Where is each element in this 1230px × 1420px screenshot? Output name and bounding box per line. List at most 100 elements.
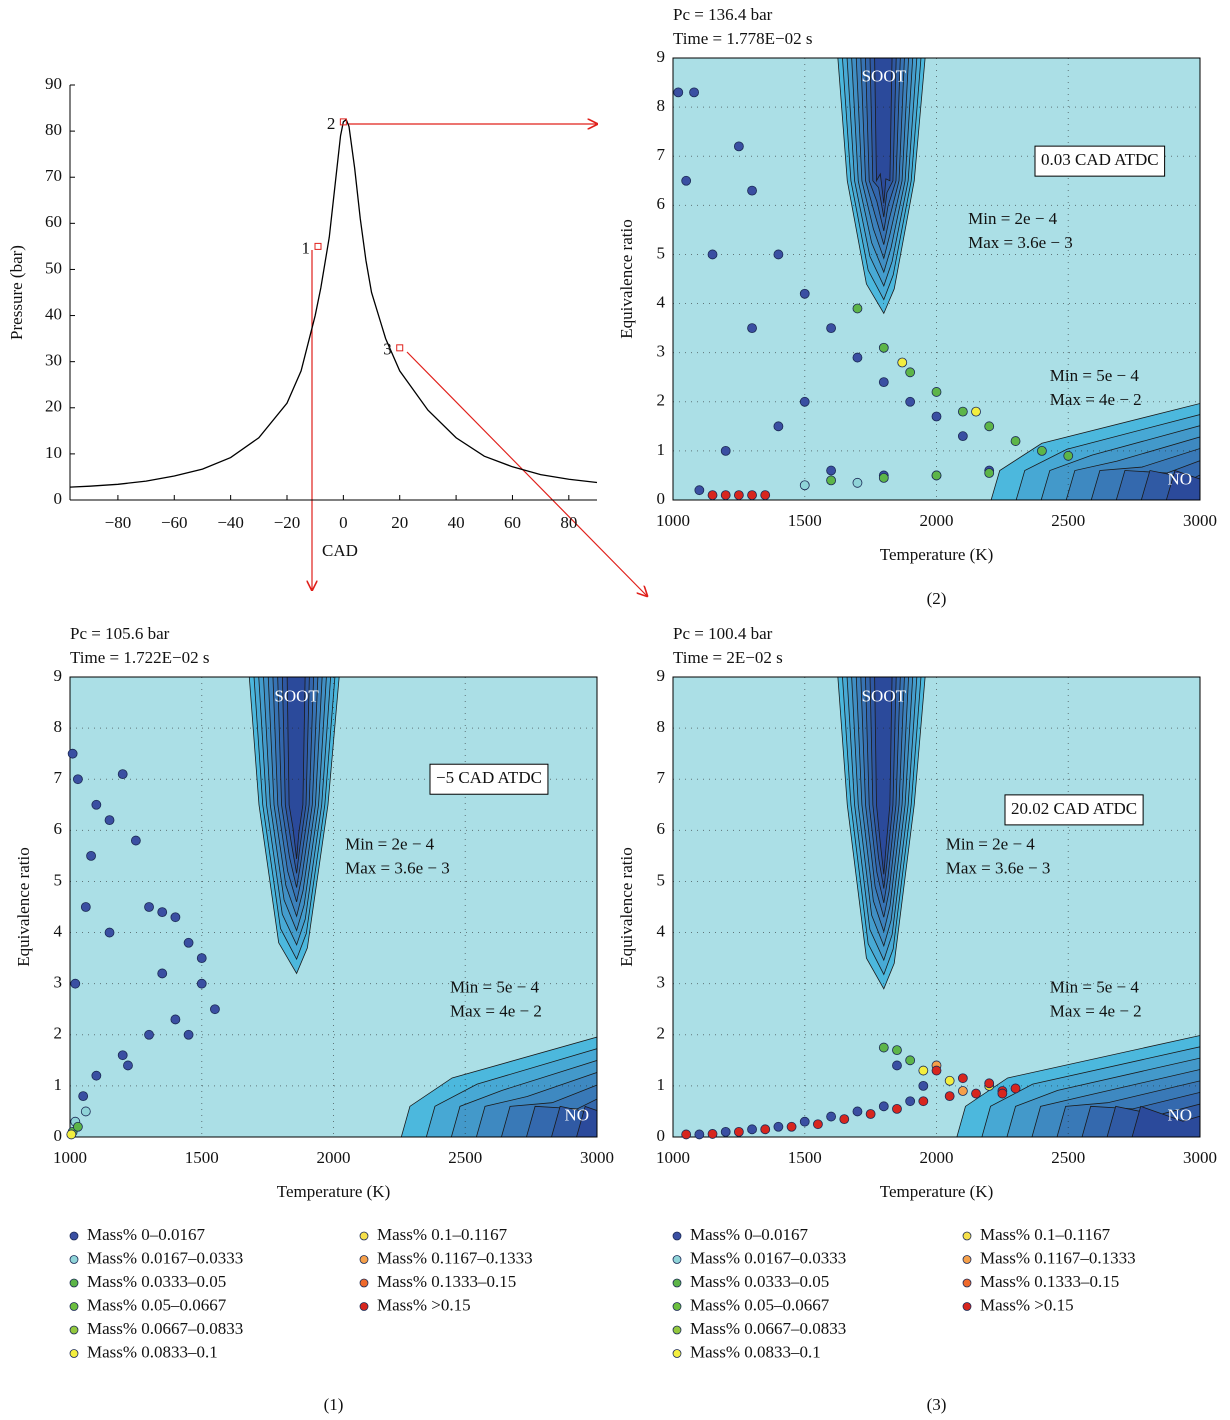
legend-swatch	[69, 1325, 79, 1335]
scatter-point	[984, 1078, 995, 1089]
soot-range: Min = 2e − 4	[968, 209, 1058, 228]
scatter-point	[157, 907, 168, 918]
scatter-point	[196, 978, 207, 989]
y-tick-label: 90	[45, 74, 62, 93]
legend-label: Mass% 0.1167–0.1333	[980, 1248, 1136, 1267]
x-tick-label: 3000	[1183, 1148, 1217, 1167]
scatter-point	[957, 406, 968, 417]
scatter-point	[799, 396, 810, 407]
scatter-point	[681, 175, 692, 186]
legend-label: Mass% 0–0.0167	[87, 1225, 206, 1244]
time-note: Time = 2E−02 s	[673, 648, 783, 667]
pressure-note: Pc = 100.4 bar	[673, 624, 773, 643]
scatter-point	[80, 902, 91, 912]
y-tick-label: 40	[45, 304, 62, 323]
no-label: NO	[1167, 1105, 1192, 1124]
scatter-point	[694, 485, 705, 496]
plot-frame	[69, 676, 598, 1138]
scatter-point	[681, 1129, 692, 1140]
scatter-point	[130, 835, 141, 846]
chart: SOOT NO Min = 2e − 4 Max = 3.6e − 3 Min = 5e…	[617, 624, 1217, 1414]
scatter-point	[747, 490, 757, 500]
scatter-point	[957, 431, 968, 442]
x-tick-label: 2000	[317, 1148, 351, 1167]
time-note: Time = 1.778E−02 s	[673, 29, 812, 48]
scatter-point	[897, 357, 908, 368]
x-tick-label: 3000	[580, 1148, 614, 1167]
y-tick-label: 5	[657, 243, 666, 262]
scatter-point	[720, 1126, 731, 1137]
scatter-point	[144, 1029, 154, 1040]
scatter-point	[170, 1014, 181, 1025]
scatter-point	[73, 1121, 83, 1132]
x-tick-label: 2500	[1051, 511, 1085, 530]
no-contour	[576, 1105, 597, 1137]
x-tick-label: −20	[274, 513, 301, 532]
scatter-point	[826, 1111, 836, 1122]
no-range: Min = 5e − 4	[450, 978, 540, 997]
scatter-point	[773, 1121, 784, 1132]
scatter-point	[905, 367, 916, 378]
legend-label: Mass% 0.1–0.1167	[377, 1225, 508, 1244]
scatter-point	[971, 406, 981, 417]
scatter-point	[931, 470, 942, 481]
x-tick-label: 3000	[1183, 511, 1217, 530]
crank-box	[429, 763, 549, 795]
y-tick-label: 9	[54, 666, 63, 685]
pressure-note: Pc = 105.6 bar	[70, 624, 170, 643]
scatter-point	[984, 421, 995, 432]
y-tick-label: 9	[657, 666, 666, 685]
scatter-point	[91, 1070, 102, 1081]
scatter-point	[878, 472, 889, 483]
x-tick-label: 0	[339, 513, 348, 532]
scatter-point	[760, 490, 771, 500]
scatter-point	[733, 1126, 744, 1137]
scatter-point	[747, 1124, 757, 1135]
x-axis-label: Temperature (K)	[880, 545, 994, 564]
legend-swatch	[69, 1255, 79, 1264]
legend-label: Mass% 0.1333–0.15	[980, 1272, 1119, 1291]
scatter-point	[905, 1055, 916, 1066]
scatter-point	[852, 1106, 863, 1117]
y-axis-label: Equivalence ratio	[617, 847, 636, 966]
scatter-point	[67, 748, 78, 759]
scatter-point	[892, 1045, 902, 1056]
scatter-point	[984, 468, 995, 478]
scatter-point	[878, 377, 889, 388]
scatter-point	[865, 1109, 876, 1119]
scatter-point	[170, 912, 181, 923]
point-marker	[339, 118, 347, 126]
chart: SOOT NO Min = 2e − 4 Max = 3.6e − 3 Min = 5e…	[14, 624, 614, 1414]
legend-label: Mass% >0.15	[980, 1295, 1074, 1314]
scatter-point	[747, 323, 757, 334]
scatter-point	[720, 445, 731, 456]
legend-swatch	[962, 1278, 972, 1288]
arrow	[406, 351, 647, 596]
scatter-point	[892, 1060, 902, 1071]
soot-range: Max = 3.6e − 3	[946, 859, 1051, 878]
legend-swatch	[69, 1231, 79, 1241]
scatter-point	[104, 927, 115, 938]
x-tick-label: 60	[504, 513, 521, 532]
x-axis-label: CAD	[322, 541, 358, 560]
scatter-point	[117, 1050, 128, 1061]
no-contour	[1165, 470, 1200, 500]
soot-range: Min = 2e − 4	[946, 835, 1036, 854]
soot-range: Min = 2e − 4	[345, 835, 435, 854]
contour-field	[673, 677, 1200, 1137]
y-tick-label: 6	[54, 819, 63, 838]
legend-swatch	[672, 1302, 682, 1311]
scatter-point	[773, 421, 784, 432]
scatter-point	[1010, 436, 1021, 446]
scatter-point	[689, 87, 699, 98]
scatter-point	[799, 480, 810, 491]
scatter-point	[944, 1091, 955, 1102]
legend-label: Mass% 0.0333–0.05	[690, 1272, 829, 1291]
legend-label: Mass% 0.0333–0.05	[87, 1272, 226, 1291]
legend-label: Mass% 0.0167–0.0333	[690, 1248, 846, 1267]
y-tick-label: 9	[657, 47, 666, 66]
scatter-point	[70, 978, 81, 989]
scatter-point	[707, 490, 718, 500]
scatter-point	[210, 1004, 220, 1015]
scatter-point	[104, 815, 115, 826]
